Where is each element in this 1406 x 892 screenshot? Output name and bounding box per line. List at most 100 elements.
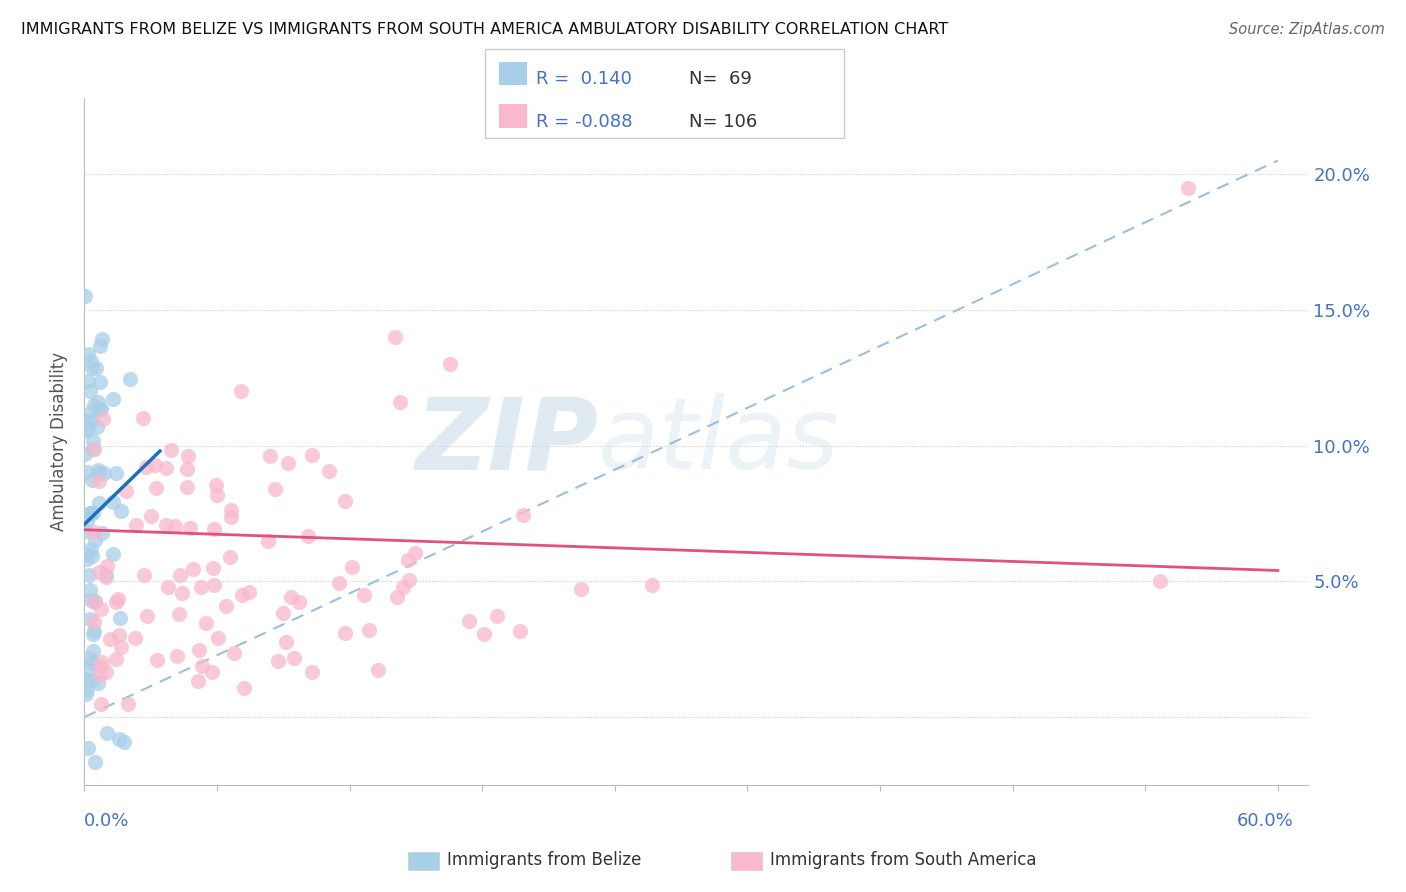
Point bbox=[86, 420, 108, 434]
Point bbox=[75, 424, 97, 438]
Point bbox=[112, 735, 135, 749]
Point bbox=[201, 665, 224, 680]
Point bbox=[176, 480, 198, 494]
Point bbox=[96, 725, 118, 739]
Point bbox=[328, 575, 350, 590]
Point bbox=[233, 681, 256, 696]
Point bbox=[98, 632, 121, 647]
Point bbox=[155, 461, 177, 475]
Point bbox=[101, 495, 124, 509]
Point bbox=[89, 668, 111, 682]
Point bbox=[201, 560, 224, 574]
Point bbox=[76, 465, 98, 479]
Text: Immigrants from South America: Immigrants from South America bbox=[770, 851, 1038, 869]
Point bbox=[80, 542, 103, 557]
Point bbox=[87, 467, 110, 481]
Point bbox=[91, 655, 114, 669]
Point bbox=[172, 586, 194, 600]
Point bbox=[82, 442, 104, 457]
Text: Immigrants from Belize: Immigrants from Belize bbox=[447, 851, 641, 869]
Point bbox=[83, 524, 105, 539]
Point bbox=[94, 568, 117, 582]
Point bbox=[509, 624, 531, 639]
Point bbox=[145, 481, 167, 495]
Point bbox=[167, 607, 190, 621]
Point bbox=[280, 590, 302, 604]
Point bbox=[82, 673, 104, 687]
Point bbox=[1149, 574, 1171, 588]
Point bbox=[75, 447, 97, 461]
Text: R = -0.088: R = -0.088 bbox=[536, 113, 633, 131]
Point bbox=[179, 521, 201, 535]
Point bbox=[404, 546, 426, 560]
Point bbox=[125, 518, 148, 533]
Point bbox=[79, 651, 101, 665]
Point bbox=[89, 402, 111, 417]
Point bbox=[101, 547, 124, 561]
Point bbox=[117, 697, 139, 711]
Point bbox=[75, 687, 97, 701]
Point bbox=[391, 580, 413, 594]
Point bbox=[77, 568, 100, 582]
Point bbox=[139, 509, 162, 524]
Point bbox=[75, 289, 97, 303]
Point bbox=[169, 567, 191, 582]
Point bbox=[215, 599, 238, 614]
Point bbox=[385, 590, 408, 604]
Point bbox=[297, 529, 319, 543]
Point bbox=[439, 357, 461, 371]
Point bbox=[229, 384, 252, 399]
Point bbox=[136, 608, 159, 623]
Point bbox=[80, 353, 103, 368]
Point bbox=[357, 624, 380, 638]
Point bbox=[132, 567, 155, 582]
Point bbox=[80, 549, 103, 563]
Point bbox=[207, 632, 229, 646]
Point bbox=[89, 658, 111, 673]
Point bbox=[191, 659, 214, 673]
Point bbox=[353, 588, 375, 602]
Point bbox=[207, 488, 229, 502]
Point bbox=[87, 474, 110, 488]
Point bbox=[1177, 180, 1199, 194]
Text: 60.0%: 60.0% bbox=[1237, 812, 1294, 830]
Text: R =  0.140: R = 0.140 bbox=[536, 70, 631, 88]
Point bbox=[87, 496, 110, 510]
Point bbox=[569, 582, 592, 596]
Text: IMMIGRANTS FROM BELIZE VS IMMIGRANTS FROM SOUTH AMERICA AMBULATORY DISABILITY CO: IMMIGRANTS FROM BELIZE VS IMMIGRANTS FRO… bbox=[21, 22, 948, 37]
Point bbox=[110, 640, 132, 655]
Point bbox=[114, 483, 136, 498]
Y-axis label: Ambulatory Disability: Ambulatory Disability bbox=[51, 352, 69, 531]
Point bbox=[157, 580, 180, 594]
Point bbox=[90, 602, 112, 616]
Point bbox=[267, 654, 290, 668]
Point bbox=[94, 570, 117, 584]
Point bbox=[83, 442, 105, 457]
Point bbox=[104, 652, 127, 666]
Point bbox=[108, 611, 131, 625]
Point bbox=[187, 642, 209, 657]
Text: atlas: atlas bbox=[598, 393, 839, 490]
Point bbox=[84, 533, 107, 548]
Point bbox=[194, 615, 217, 630]
Point bbox=[77, 422, 100, 436]
Point bbox=[76, 682, 98, 697]
Point bbox=[238, 585, 260, 599]
Point bbox=[107, 591, 129, 606]
Point bbox=[87, 463, 110, 477]
Point bbox=[87, 676, 110, 690]
Point bbox=[641, 578, 664, 592]
Point bbox=[183, 561, 205, 575]
Point bbox=[276, 635, 298, 649]
Point bbox=[301, 448, 323, 462]
Text: N=  69: N= 69 bbox=[689, 70, 752, 88]
Point bbox=[187, 674, 209, 689]
Point bbox=[80, 405, 103, 419]
Point bbox=[146, 653, 169, 667]
Point bbox=[384, 330, 406, 344]
Point bbox=[340, 560, 363, 574]
Point bbox=[166, 649, 188, 664]
Point bbox=[75, 547, 97, 561]
Point bbox=[82, 434, 104, 449]
Point bbox=[219, 503, 242, 517]
